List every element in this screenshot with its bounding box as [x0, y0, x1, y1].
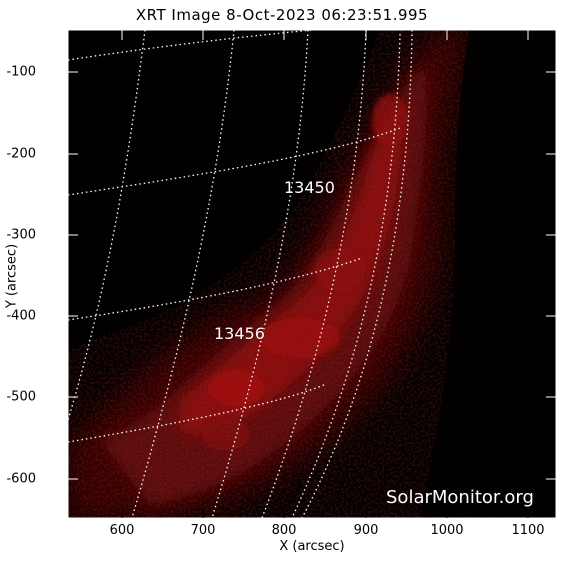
latitude-line: [68, 257, 363, 321]
x-tick-label: 1100: [511, 523, 545, 538]
x-tick-label: 800: [271, 523, 297, 538]
plot-title: XRT Image 8-Oct-2023 06:23:51.995: [135, 6, 429, 24]
xray-emission: [68, 30, 556, 518]
active-region-label: 13450: [284, 178, 335, 197]
y-tick-label: -100: [6, 64, 36, 80]
longitude-line: [261, 30, 367, 518]
y-tick-label: -600: [6, 471, 36, 487]
latitude-line: [68, 127, 401, 196]
longitude-line: [131, 30, 235, 518]
longitude-line: [211, 30, 309, 518]
longitude-line: [68, 30, 146, 421]
y-tick-label: -300: [6, 227, 36, 243]
longitude-line: [301, 30, 413, 518]
y-axis-label: Y (arcsec): [4, 243, 20, 309]
x-tick-label: 1000: [430, 523, 464, 538]
x-axis-label: X (arcsec): [279, 539, 345, 554]
y-tick-label: -200: [6, 146, 36, 162]
y-tick-label: -400: [6, 308, 36, 324]
y-axis-ticks: [68, 71, 556, 480]
watermark: SolarMonitor.org: [386, 487, 534, 508]
y-tick-label: -500: [6, 389, 36, 405]
x-tick-label: 900: [353, 523, 379, 538]
x-axis-ticks: [121, 508, 529, 518]
plot-frame: [67, 29, 557, 519]
heliographic-grid: [68, 30, 413, 518]
longitude-line: [291, 33, 401, 518]
x-axis-ticks-top: [121, 30, 529, 40]
x-tick-label: 700: [190, 523, 216, 538]
x-tick-label: 600: [109, 523, 135, 538]
active-region-label: 13456: [214, 324, 265, 343]
latitude-line: [68, 30, 320, 61]
latitude-line: [68, 383, 327, 443]
